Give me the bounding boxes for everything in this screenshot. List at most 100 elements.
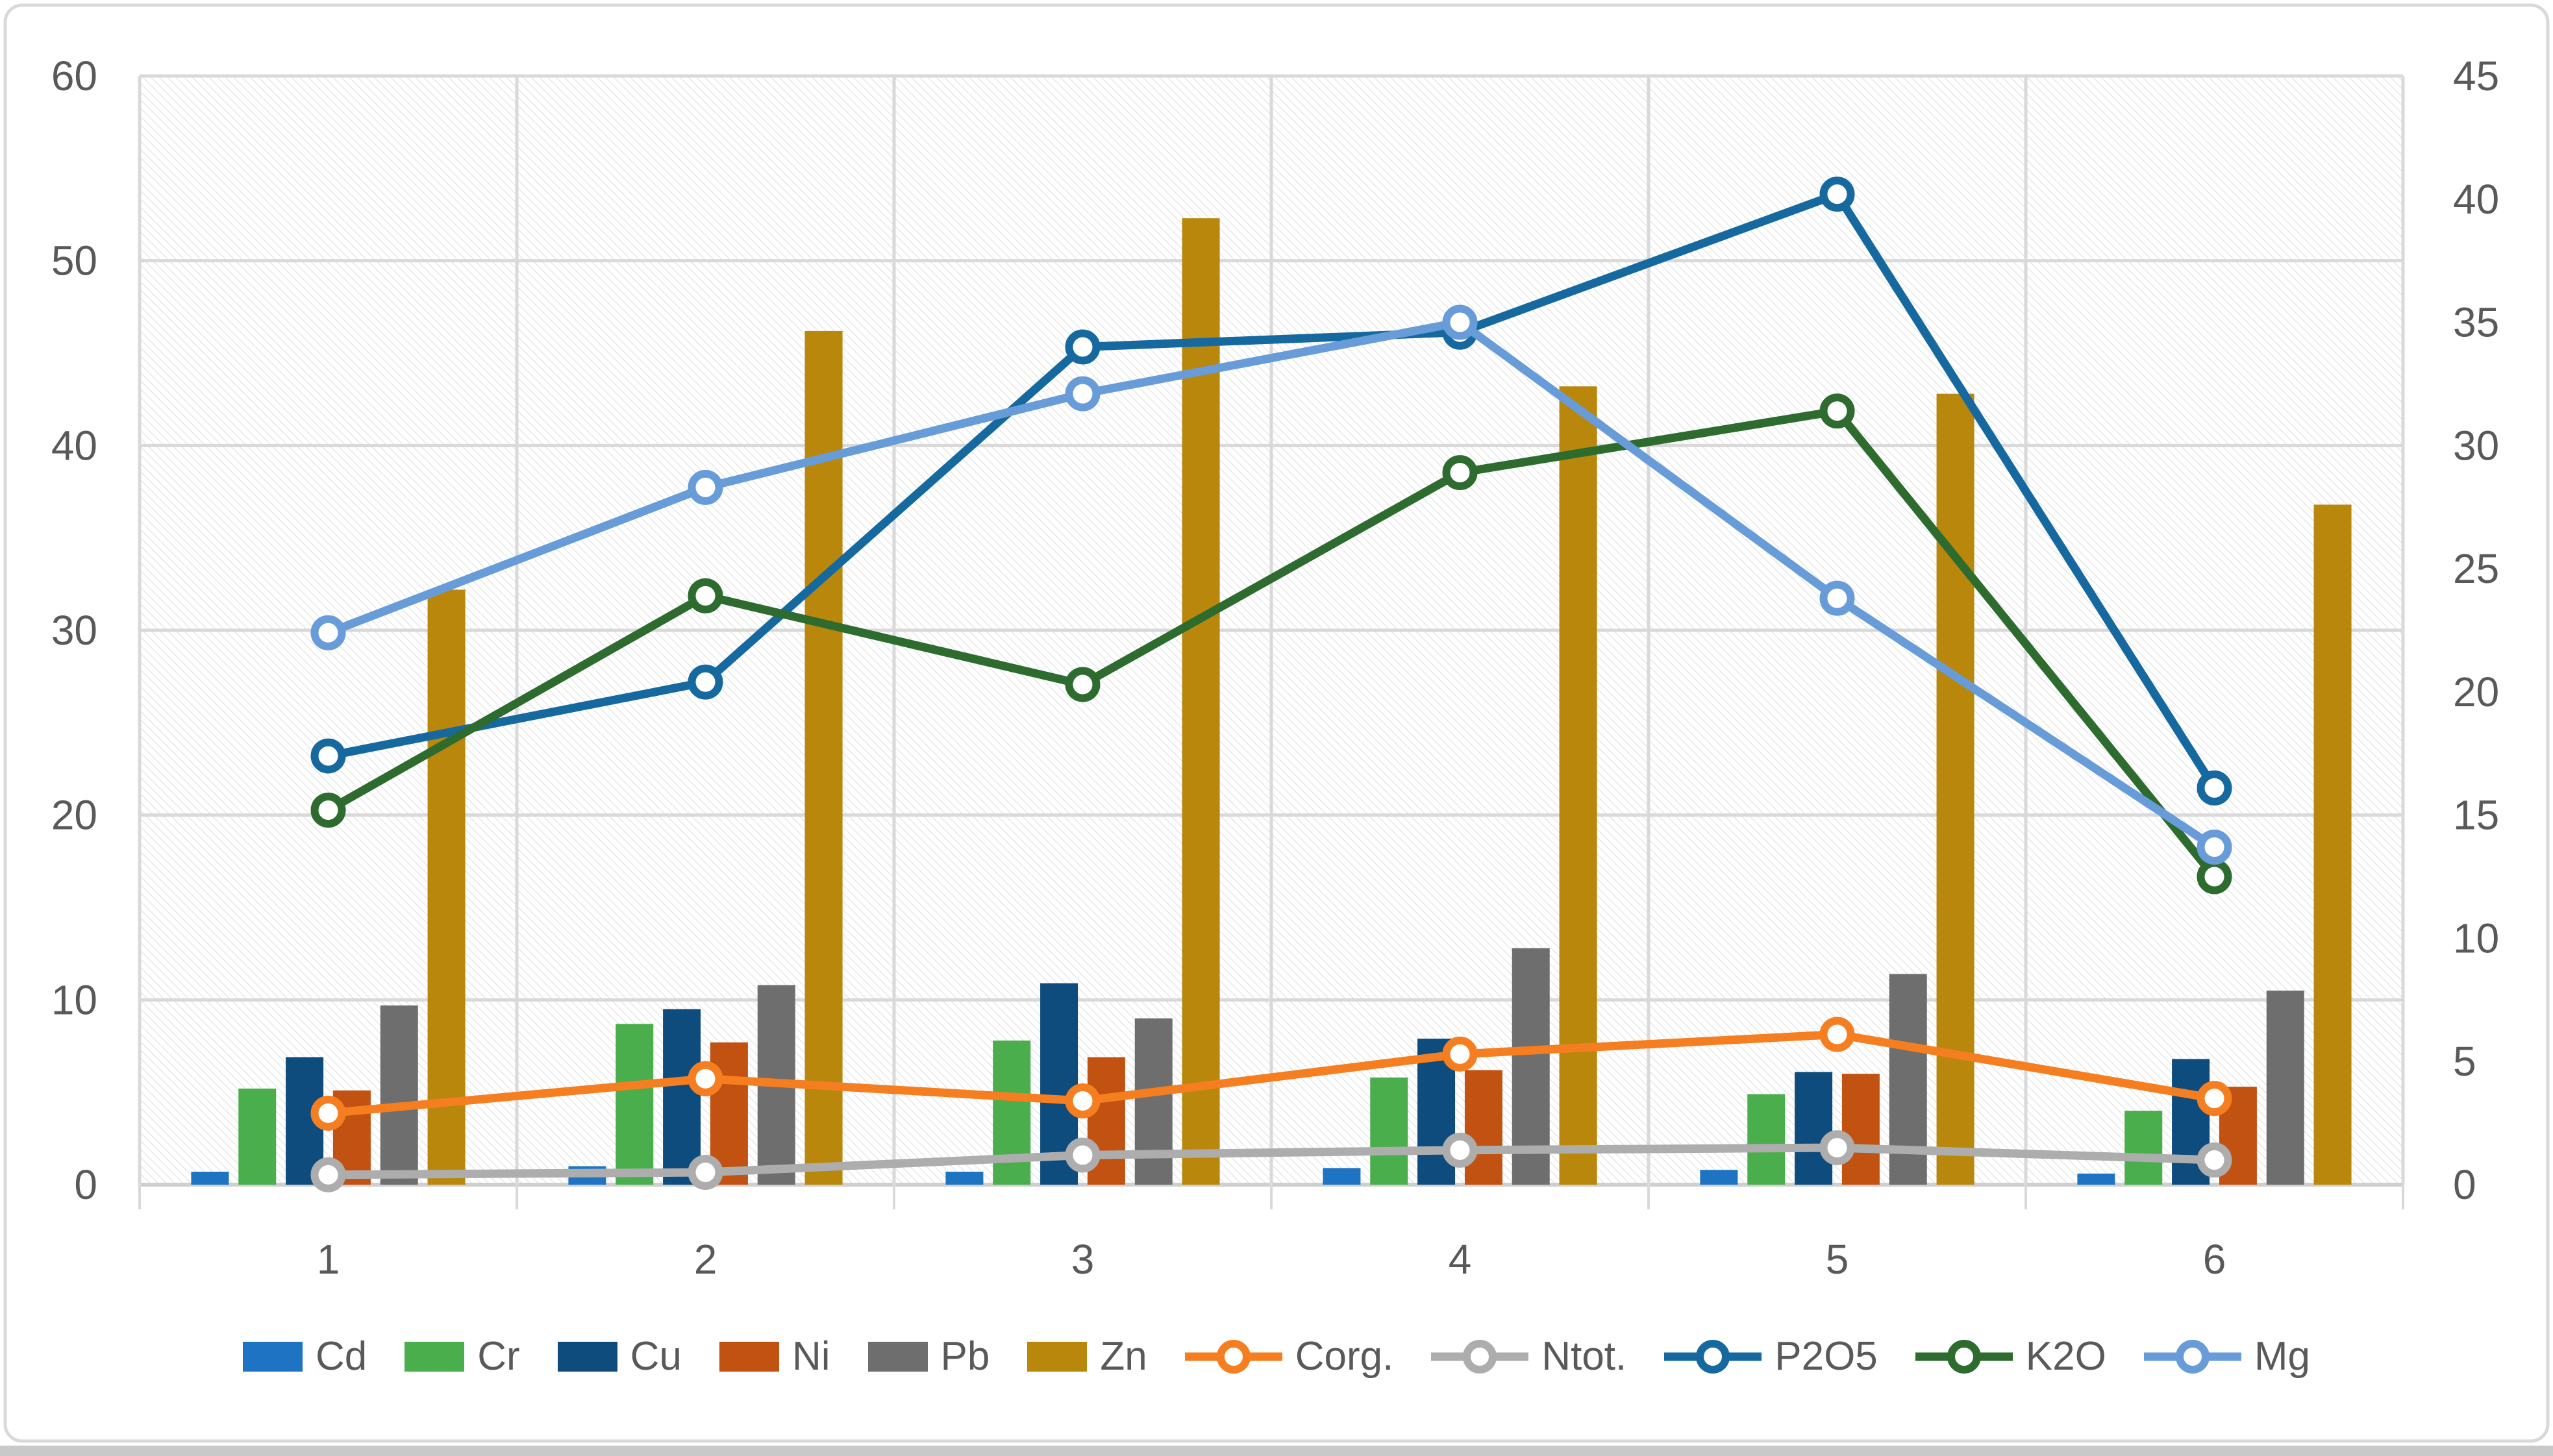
bar-Cd-cat3: [945, 1172, 984, 1185]
marker-Ntot.-cat4: [1442, 1132, 1478, 1168]
marker-P2O5-cat1: [310, 738, 346, 774]
legend-line-marker-icon: [1915, 1340, 2013, 1374]
x-axis-category-label: 1: [317, 1236, 340, 1283]
bar-Cu-cat5: [1795, 1072, 1833, 1185]
marker-Corg.-cat6: [2197, 1081, 2232, 1117]
bar-Cr-cat4: [1370, 1077, 1408, 1185]
legend-item-Zn: Zn: [1027, 1337, 1147, 1377]
line-K2O: [324, 406, 2219, 882]
bar-Pb-cat3: [1134, 1018, 1173, 1185]
legend-item-K2O: K2O: [1915, 1336, 2106, 1377]
bar-Cd-cat4: [1323, 1168, 1361, 1185]
x-axis-category-label: 3: [1071, 1236, 1095, 1283]
chart-bottom-strip: [0, 1446, 2553, 1456]
marker-Ntot.-cat5: [1819, 1130, 1855, 1166]
marker-Ntot.-cat3: [1065, 1137, 1101, 1173]
bar-Cr-cat1: [238, 1088, 277, 1185]
legend-line-marker-icon: [1184, 1340, 1282, 1374]
line-Ntot.: [324, 1143, 2219, 1179]
line-Corg.: [324, 1030, 2219, 1118]
marker-Ntot.-cat6: [2197, 1142, 2232, 1178]
legend-item-Corg: Corg.: [1184, 1334, 1394, 1379]
left-axis-tick-label: 60: [51, 53, 97, 99]
bar-Zn-cat4: [1559, 386, 1597, 1185]
marker-K2O-cat2: [688, 578, 723, 613]
legend-label: K2O: [2025, 1334, 2106, 1379]
right-axis-tick-label: 15: [2453, 792, 2499, 839]
marker-K2O-cat4: [1442, 455, 1478, 491]
left-axis-tick-label: 30: [51, 607, 97, 654]
legend-swatch-icon: [557, 1342, 617, 1372]
legend-item-Cr: Cr: [405, 1334, 520, 1379]
bar-Cr-cat5: [1747, 1094, 1786, 1185]
right-axis-tick-label: 35: [2453, 299, 2499, 346]
x-axis-category-label: 4: [1449, 1236, 1472, 1283]
legend-item-P2O5: P2O5: [1664, 1336, 1878, 1377]
marker-Mg-cat2: [688, 469, 723, 505]
legend-label: Ntot.: [1541, 1334, 1627, 1379]
right-axis-tick-label: 20: [2453, 669, 2499, 715]
marker-Mg-cat3: [1065, 376, 1101, 412]
marker-Corg.-cat1: [310, 1095, 346, 1131]
legend-swatch-icon: [867, 1342, 928, 1372]
legend-line-marker-icon: [2143, 1340, 2241, 1374]
bar-Cd-cat5: [1700, 1170, 1738, 1185]
legend-swatch-icon: [242, 1342, 303, 1372]
bar-Cr-cat6: [2124, 1111, 2163, 1185]
bar-Cr-cat2: [616, 1024, 654, 1185]
legend-label: Zn: [1100, 1334, 1147, 1379]
legend-label: Mg: [2254, 1334, 2310, 1379]
right-axis-tick-label: 30: [2453, 422, 2499, 469]
marker-P2O5-cat2: [688, 664, 723, 700]
marker-P2O5-cat6: [2197, 770, 2232, 806]
legend-item-Cu: Cu: [557, 1334, 682, 1379]
bar-Zn-cat1: [427, 589, 466, 1185]
legend-line-marker-icon: [1664, 1340, 1762, 1374]
x-axis-category-label: 5: [1826, 1236, 1849, 1283]
left-axis-tick-label: 20: [51, 792, 97, 839]
right-axis-tick-label: 0: [2453, 1161, 2476, 1208]
marker-P2O5-cat3: [1065, 329, 1101, 365]
right-axis-tick-label: 45: [2453, 53, 2499, 99]
legend-item-Ni: Ni: [719, 1337, 830, 1377]
right-axis-tick-label: 25: [2453, 545, 2499, 592]
marker-K2O-cat1: [310, 793, 346, 828]
legend-item-Ntot: Ntot.: [1431, 1336, 1626, 1377]
marker-Corg.-cat4: [1442, 1036, 1478, 1072]
marker-Ntot.-cat1: [310, 1157, 346, 1192]
marker-Ntot.-cat2: [688, 1155, 723, 1191]
legend-label: Cr: [477, 1334, 520, 1379]
marker-K2O-cat3: [1065, 667, 1101, 702]
marker-K2O-cat6: [2197, 859, 2232, 895]
legend-item-Pb: Pb: [867, 1337, 990, 1377]
legend-line-marker-icon: [1431, 1340, 1529, 1374]
bar-Ni-cat5: [1841, 1074, 1880, 1185]
line-Mg: [324, 318, 2219, 852]
legend-swatch-icon: [719, 1342, 779, 1372]
bar-Zn-cat3: [1182, 218, 1220, 1185]
marker-Mg-cat6: [2197, 830, 2232, 865]
bar-Cd-cat6: [2077, 1173, 2115, 1185]
marker-Corg.-cat3: [1065, 1083, 1101, 1118]
bar-Ni-cat4: [1464, 1070, 1502, 1185]
legend-label: Cu: [630, 1334, 682, 1379]
x-axis-category-label: 6: [2203, 1236, 2226, 1283]
marker-Mg-cat4: [1442, 304, 1478, 340]
legend-label: Corg.: [1295, 1334, 1394, 1379]
legend-label: P2O5: [1775, 1334, 1878, 1379]
bar-Zn-cat2: [804, 330, 843, 1185]
left-axis-tick-label: 10: [51, 976, 97, 1023]
legend-swatch-icon: [405, 1342, 465, 1372]
left-axis-tick-label: 40: [51, 422, 97, 469]
legend-item-Cd: Cd: [242, 1337, 367, 1377]
bar-Pb-cat1: [380, 1005, 418, 1185]
right-axis-tick-label: 10: [2453, 915, 2499, 961]
marker-Mg-cat5: [1819, 580, 1855, 616]
bar-Zn-cat6: [2313, 504, 2352, 1185]
bar-Pb-cat6: [2266, 991, 2304, 1185]
x-axis-category-label: 2: [694, 1236, 717, 1283]
marker-K2O-cat5: [1819, 393, 1855, 429]
right-axis-tick-label: 40: [2453, 176, 2499, 223]
legend-item-Mg: Mg: [2143, 1334, 2310, 1379]
